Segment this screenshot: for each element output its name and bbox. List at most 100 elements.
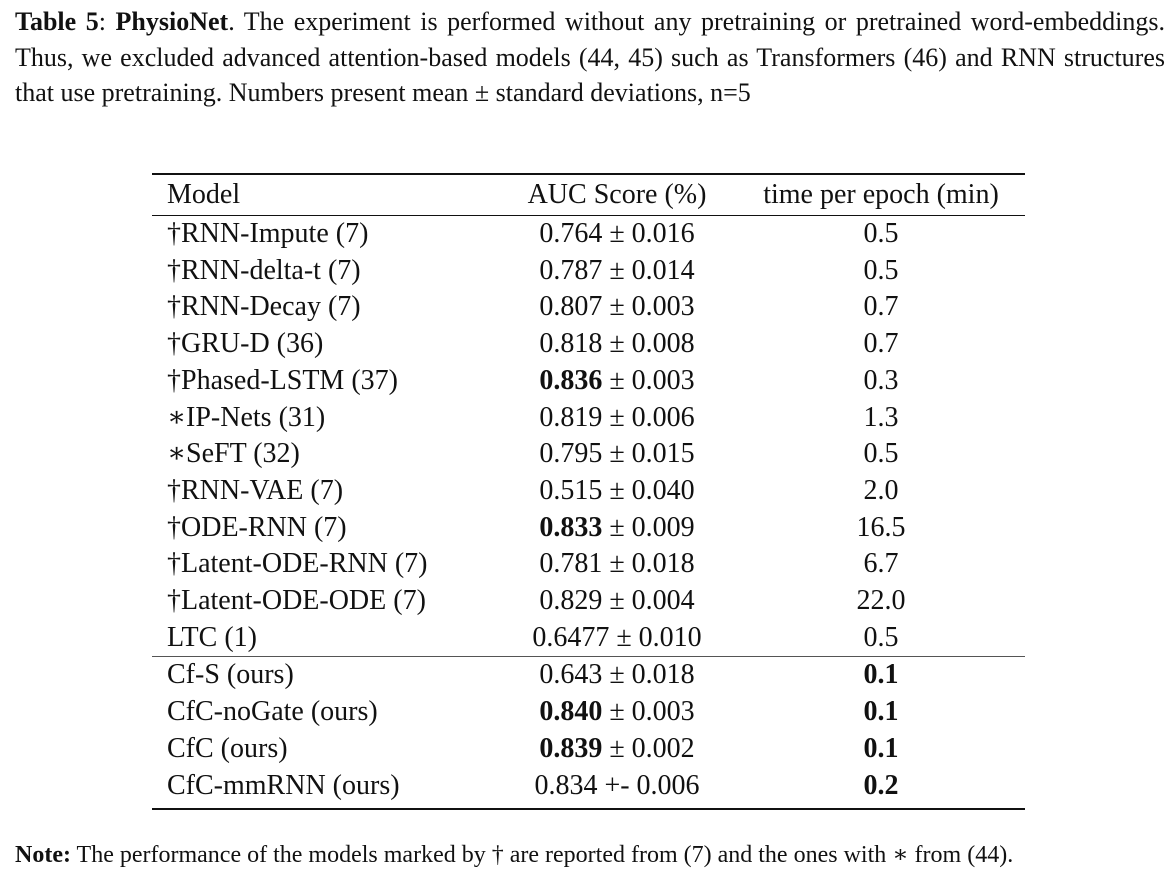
model-cell: †ODE-RNN (7)	[167, 511, 347, 543]
auc-mean: 0.764	[539, 218, 603, 249]
time-cell: 0.1	[737, 731, 1025, 768]
time-value: 1.3	[863, 401, 899, 433]
auc-mean: 0.834	[534, 769, 598, 801]
caption-text: . The experiment is performed without an…	[15, 7, 1165, 107]
note-label: Note:	[15, 842, 71, 868]
auc-sd: ± 0.002	[609, 732, 695, 764]
table-row: †Phased-LSTM (37) 0.836 ± 0.003 0.3	[152, 363, 1025, 400]
time-cell: 0.7	[737, 289, 1025, 326]
auc-mean: 0.836	[539, 364, 603, 396]
table-row: †Latent-ODE-RNN (7) 0.781 ± 0.018 6.7	[152, 546, 1025, 583]
model-cell: ∗IP-Nets (31)	[167, 401, 326, 433]
auc-sd: ± 0.018	[609, 548, 695, 580]
auc-sd: ± 0.010	[616, 621, 702, 653]
table-row: †GRU-D (36) 0.818 ± 0.008 0.7	[152, 326, 1025, 363]
time-cell: 6.7	[737, 546, 1025, 583]
auc-sd: ± 0.003	[609, 364, 695, 396]
auc-mean: 0.807	[539, 291, 603, 323]
time-value: 2.0	[863, 474, 899, 506]
time-value: 0.2	[863, 769, 899, 801]
auc-sd: ± 0.003	[609, 291, 695, 323]
time-value: 6.7	[863, 548, 899, 580]
model-cell: †Phased-LSTM (37)	[167, 364, 398, 396]
time-cell: 0.3	[737, 363, 1025, 400]
table-row: †RNN-Decay (7) 0.807 ± 0.003 0.7	[152, 289, 1025, 326]
auc-mean: 0.819	[539, 401, 603, 433]
table-row: †RNN-delta-t (7) 0.787 ± 0.014 0.5	[152, 253, 1025, 290]
time-value: 16.5	[856, 511, 906, 543]
auc-cell: 0.795 ± 0.015	[497, 436, 737, 473]
time-value: 0.3	[863, 364, 899, 396]
model-cell: †GRU-D (36)	[167, 328, 324, 360]
time-value: 0.5	[863, 621, 899, 653]
table-body: †RNN-Impute (7) 0.764 ± 0.016 0.5 †RNN-delt…	[152, 216, 1025, 811]
model-cell: †Latent-ODE-RNN (7)	[167, 548, 428, 580]
time-value: 0.1	[863, 659, 899, 691]
time-value: 22.0	[856, 585, 906, 617]
time-value: 0.7	[863, 291, 899, 323]
time-cell: 0.5	[737, 436, 1025, 473]
auc-sd: ± 0.008	[609, 328, 695, 360]
auc-cell: 0.807 ± 0.003	[497, 289, 737, 326]
auc-sd: ± 0.018	[609, 659, 695, 691]
caption-name: PhysioNet	[115, 7, 229, 36]
auc-mean: 0.781	[539, 548, 603, 580]
table-row: †RNN-VAE (7) 0.515 ± 0.040 2.0	[152, 473, 1025, 510]
auc-cell: 0.643 ± 0.018	[497, 656, 737, 695]
auc-mean: 0.839	[539, 732, 603, 764]
table-row: †Latent-ODE-ODE (7) 0.829 ± 0.004 22.0	[152, 583, 1025, 620]
auc-sd: +- 0.006	[604, 769, 700, 801]
auc-cell: 0.829 ± 0.004	[497, 583, 737, 620]
auc-sd: ± 0.003	[609, 696, 695, 728]
header-cell: Model	[152, 173, 497, 216]
auc-cell: 0.6477 ± 0.010	[497, 620, 737, 657]
time-value: 0.5	[863, 254, 899, 286]
time-cell: 0.1	[737, 694, 1025, 731]
model-cell: †Latent-ODE-ODE (7)	[167, 585, 426, 617]
table-row: ∗IP-Nets (31) 0.819 ± 0.006 1.3	[152, 400, 1025, 437]
auc-cell: 0.781 ± 0.018	[497, 546, 737, 583]
time-cell: 0.5	[737, 253, 1025, 290]
note: Note: The performance of the models mark…	[15, 840, 1013, 869]
caption: Table 5: PhysioNet. The experiment is pe…	[15, 4, 1165, 111]
model-cell: ∗SeFT (32)	[167, 438, 300, 470]
time-value: 0.1	[863, 696, 899, 728]
time-cell: 16.5	[737, 510, 1025, 547]
table-row: CfC (ours) 0.839 ± 0.002 0.1	[152, 731, 1025, 768]
time-value: 0.7	[863, 328, 899, 360]
model-cell: †RNN-VAE (7)	[167, 474, 344, 506]
time-cell: 0.5	[737, 216, 1025, 253]
auc-cell: 0.839 ± 0.002	[497, 731, 737, 768]
auc-mean: 0.6477	[532, 621, 610, 653]
auc-cell: 0.840 ± 0.003	[497, 694, 737, 731]
table-row: Cf-S (ours) 0.643 ± 0.018 0.1	[152, 656, 1025, 695]
time-cell: 0.7	[737, 326, 1025, 363]
header-cell: time per epoch (min)	[737, 173, 1025, 216]
model-cell: CfC-mmRNN (ours)	[152, 767, 497, 811]
table-row: †ODE-RNN (7) 0.833 ± 0.009 16.5	[152, 510, 1025, 547]
table-row: †RNN-Impute (7) 0.764 ± 0.016 0.5	[152, 216, 1025, 253]
time-cell: 2.0	[737, 473, 1025, 510]
auc-mean: 0.643	[539, 659, 603, 691]
model-cell: LTC (1)	[167, 621, 257, 653]
auc-mean: 0.787	[539, 254, 603, 286]
auc-cell: 0.836 ± 0.003	[497, 363, 737, 400]
auc-sd: ± 0.006	[609, 401, 695, 433]
table-row: ∗SeFT (32) 0.795 ± 0.015 0.5	[152, 436, 1025, 473]
note-text: The performance of the models marked by …	[76, 842, 1014, 868]
table-row: CfC-mmRNN (ours) 0.834 +- 0.006 0.2	[152, 767, 1025, 811]
auc-sd: ± 0.004	[609, 585, 695, 617]
time-cell: 0.2	[737, 767, 1025, 811]
auc-cell: 0.787 ± 0.014	[497, 253, 737, 290]
auc-mean: 0.818	[539, 328, 603, 360]
auc-mean: 0.795	[539, 438, 603, 470]
auc-sd: ± 0.016	[609, 218, 695, 249]
auc-sd: ± 0.015	[609, 438, 695, 470]
auc-cell: 0.819 ± 0.006	[497, 400, 737, 437]
table-row: LTC (1) 0.6477 ± 0.010 0.5	[152, 620, 1025, 657]
time-cell: 0.1	[737, 656, 1025, 695]
time-cell: 22.0	[737, 583, 1025, 620]
auc-sd: ± 0.014	[609, 254, 695, 286]
results-table: Model AUC Score (%) time per epoch (min)…	[152, 173, 1025, 811]
